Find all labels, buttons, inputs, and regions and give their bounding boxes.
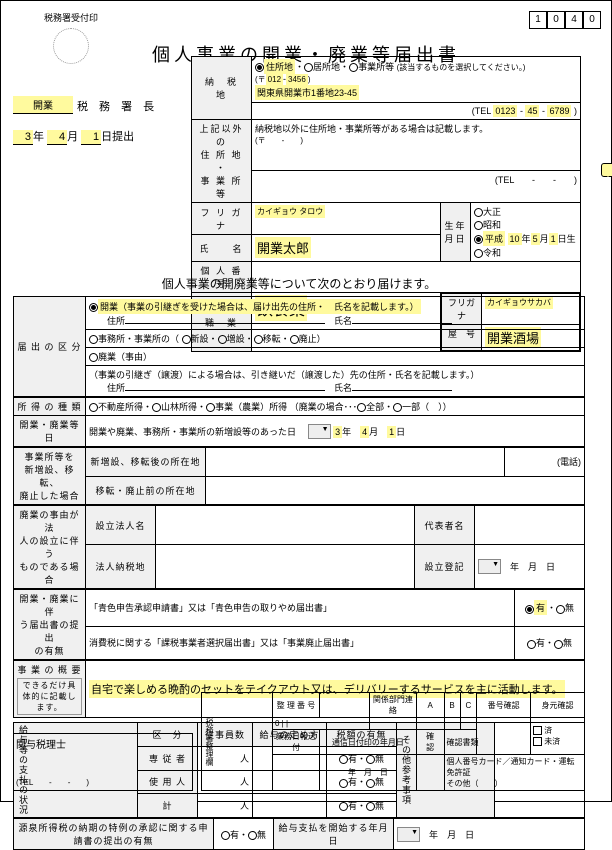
section-title: 個人事業の開廃業等について次のとおり届けます。 xyxy=(13,275,585,292)
era-radio[interactable] xyxy=(474,249,483,258)
num-digit: 0 xyxy=(547,11,565,29)
zeirishi-box: 関与税理士 (TEL - - ) xyxy=(13,733,193,791)
shotoku-table: 所 得 の 種 類 不動産所得・山林所得・事業（農業）所得 （廃業の場合･･･全… xyxy=(13,397,585,447)
year-field[interactable]: 3 xyxy=(13,130,33,145)
num-digit: 0 xyxy=(583,11,601,29)
stamp-circle xyxy=(53,28,89,64)
day-field[interactable]: 1 xyxy=(81,130,101,145)
aoiro-table: 開業・廃業に伴 う届出書の提出 の有無 「青色申告承認申請書」又は「青色申告の取… xyxy=(13,589,585,660)
addr-type-radio[interactable] xyxy=(304,63,313,72)
submit-date: 3年 4月 1日提出 xyxy=(13,128,183,145)
form-page: 1 0 4 0 税務署受付印 個人事業の開業・廃業等届出書 開業 税 務 署 長… xyxy=(0,0,612,802)
furigana-field[interactable]: カイギョウ タロウ xyxy=(255,205,325,218)
form-number: 1 0 4 0 xyxy=(529,11,601,29)
left-column: 開業 税 務 署 長 3年 4月 1日提出 xyxy=(13,96,183,145)
era-radio[interactable] xyxy=(474,208,483,217)
num-digit: 1 xyxy=(529,11,547,29)
tax-chief-label: 税 務 署 長 xyxy=(77,98,158,114)
addr-type-radio[interactable] xyxy=(255,63,264,72)
tax-office-table: 税務署整理欄 整 理 番 号 関係部門連絡 A B C 番号確認 身元確認 0 … xyxy=(201,692,585,791)
jigyosho-table: 事業所等を 新増設、移転、 廃止した場合 新増設、移転後の所在地 (電話) 移転… xyxy=(13,447,585,505)
nozeichi-label: 納 税 地 xyxy=(192,57,252,120)
addr-type-radio[interactable] xyxy=(349,63,358,72)
stamp-area: 税務署受付印 xyxy=(11,11,131,68)
kaigyo-field[interactable]: 開業 xyxy=(13,96,73,114)
comment-icon[interactable] xyxy=(601,163,612,177)
name-field[interactable]: 開業太郎 xyxy=(255,237,311,258)
hojin-table: 廃業の事由が法 人の設立に伴う ものである場合 設立法人名 代表者名 法人納税地… xyxy=(13,505,585,589)
address-field[interactable]: 関東県開業市1番地23-45 xyxy=(255,85,359,100)
era-select[interactable] xyxy=(308,424,331,439)
kubun-table: 届 出 の 区 分 開業（事業の引継ぎを受けた場合は、届け出先の住所・ 氏名を記… xyxy=(13,296,585,397)
gensen-table: 源泉所得税の納期の特例の承認に関する申請書の提出の有無 有・無 給与支払を開始す… xyxy=(13,818,585,850)
month-field[interactable]: 4 xyxy=(47,130,67,145)
era-select[interactable] xyxy=(478,559,501,574)
era-radio[interactable] xyxy=(474,235,483,244)
kubun-radio[interactable] xyxy=(89,303,98,312)
era-radio[interactable] xyxy=(474,221,483,230)
num-digit: 4 xyxy=(565,11,583,29)
stamp-label: 税務署受付印 xyxy=(11,11,131,24)
